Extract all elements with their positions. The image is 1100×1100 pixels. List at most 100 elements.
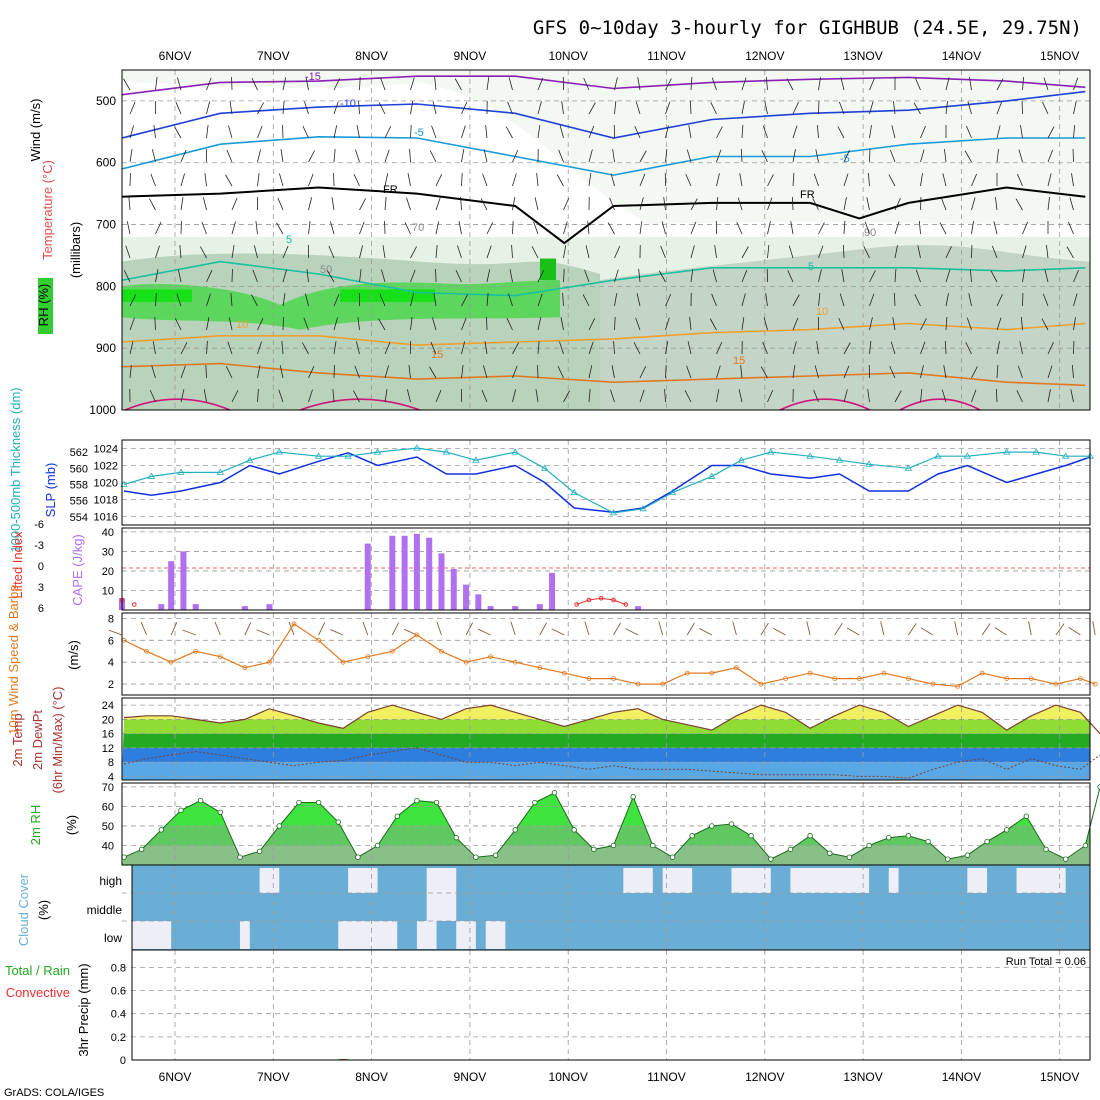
- wind10m-barb: [760, 622, 769, 636]
- wind-barb: [359, 198, 366, 211]
- wind-barb: [282, 269, 287, 283]
- wind-barb: [996, 125, 1001, 139]
- li-tick-label: 6: [38, 603, 44, 615]
- li-tick-label: 3: [38, 582, 44, 594]
- wind10m-barb: [806, 621, 811, 636]
- wind-barb: [201, 221, 207, 235]
- wind-barb: [614, 77, 618, 91]
- wind-barb: [486, 269, 491, 283]
- rh-marker: [886, 834, 892, 841]
- rh-band: [122, 825, 1090, 846]
- wind-barb: [534, 197, 539, 211]
- wind-barb: [920, 389, 923, 403]
- wind-barb: [1041, 318, 1049, 331]
- wind10m-marker: [168, 659, 174, 665]
- rh-marker: [964, 852, 971, 858]
- precip-tick-label: 0.2: [111, 1032, 126, 1044]
- wind-barb: [512, 389, 517, 403]
- wind-barb: [1047, 197, 1050, 211]
- thickness-marker: [344, 452, 352, 459]
- wind10m-marker: [1028, 676, 1034, 681]
- wind-barb: [435, 197, 441, 211]
- wind-barb: [177, 269, 182, 283]
- wind-barb: [869, 293, 875, 307]
- wind-barb: [505, 126, 513, 139]
- wind-barb: [658, 270, 666, 283]
- wind-barb: [556, 174, 564, 187]
- wind-barb: [661, 221, 666, 235]
- rh-marker: [709, 823, 715, 829]
- wind-barb: [429, 150, 437, 163]
- wind10m-barb: [954, 621, 958, 636]
- bottom-date-label: 6NOV: [159, 1070, 192, 1084]
- wind-barb: [638, 269, 641, 283]
- wind-barb: [588, 173, 592, 187]
- wind-barb: [123, 78, 131, 91]
- wind-barb: [206, 317, 210, 331]
- wind-barb: [279, 365, 284, 379]
- rh-tick-label: 40: [102, 840, 114, 852]
- date-labels-top: 6NOV 7NOV 8NOV 9NOV 10NOV 11NOV 12NOV 13…: [159, 49, 1080, 63]
- wind-barb: [225, 366, 233, 379]
- isotherm-20-line: [899, 398, 981, 411]
- wind10m-marker: [144, 648, 149, 654]
- wind-barb: [765, 77, 768, 91]
- wind-barb: [200, 246, 207, 259]
- wind-barb: [761, 150, 768, 163]
- wind-barb: [818, 77, 821, 91]
- wind-barb: [741, 317, 745, 331]
- wind-barb: [537, 270, 545, 283]
- wind-barb: [557, 366, 564, 379]
- wind-barb: [257, 149, 262, 163]
- temp-line: [123, 704, 1100, 735]
- wind-barb: [461, 341, 466, 355]
- rh-band-saturated: [540, 258, 556, 281]
- wind-barb: [123, 270, 131, 283]
- isotherm-line: [121, 260, 1086, 297]
- wind10m-marker: [340, 659, 346, 665]
- wind10m-barb: [244, 622, 252, 636]
- wind-barb: [996, 365, 999, 379]
- wind-barb: [767, 221, 771, 235]
- slp-tick-label: 1024: [94, 444, 118, 456]
- wind-barb: [690, 77, 693, 91]
- cape-bar: [158, 604, 165, 610]
- wind-barb: [792, 294, 800, 307]
- bottom-date-label: 12NOV: [745, 1070, 784, 1084]
- li-axis-label: Lifted Index: [10, 531, 25, 599]
- precip-frame: [131, 949, 1091, 1061]
- cape-bar: [487, 606, 494, 610]
- wind-barb: [227, 341, 233, 355]
- wind-barb: [382, 245, 386, 259]
- bottom-date-label: 10NOV: [549, 1070, 588, 1084]
- rh-marker: [669, 854, 676, 860]
- isotherm-label: -5: [414, 127, 424, 139]
- date-labels-bottom: 6NOV 7NOV 8NOV 9NOV 10NOV 11NOV 12NOV 13…: [159, 1070, 1080, 1084]
- wind-barb: [506, 318, 513, 331]
- rh-marker: [846, 854, 853, 860]
- isotherm-label-5-2: -5: [840, 153, 850, 165]
- wind-barb: [129, 149, 133, 163]
- wind-barb: [964, 150, 972, 163]
- wind-barb: [384, 126, 392, 139]
- wind-barb: [435, 221, 440, 235]
- wind-barb: [1047, 342, 1054, 355]
- wind-barb: [251, 294, 258, 307]
- wind-barb: [281, 341, 284, 355]
- wind-barb: [410, 77, 415, 91]
- rh-tick-label: 60: [102, 801, 114, 813]
- wind10m-barb: [465, 622, 474, 636]
- wind-barb: [996, 317, 1002, 331]
- wind10m-marker: [611, 676, 616, 681]
- isotherm-20-line: [124, 398, 231, 411]
- wind-barb: [716, 365, 721, 379]
- rh-legend-swatch: [38, 278, 53, 334]
- wind-barb: [689, 317, 692, 331]
- rh-marker: [591, 846, 597, 853]
- wind-barb: [180, 197, 184, 211]
- precip-tick-label: 0: [120, 1055, 126, 1067]
- wind-barb: [894, 198, 901, 211]
- temp-band: [122, 747, 1090, 763]
- wind-barb: [690, 221, 697, 235]
